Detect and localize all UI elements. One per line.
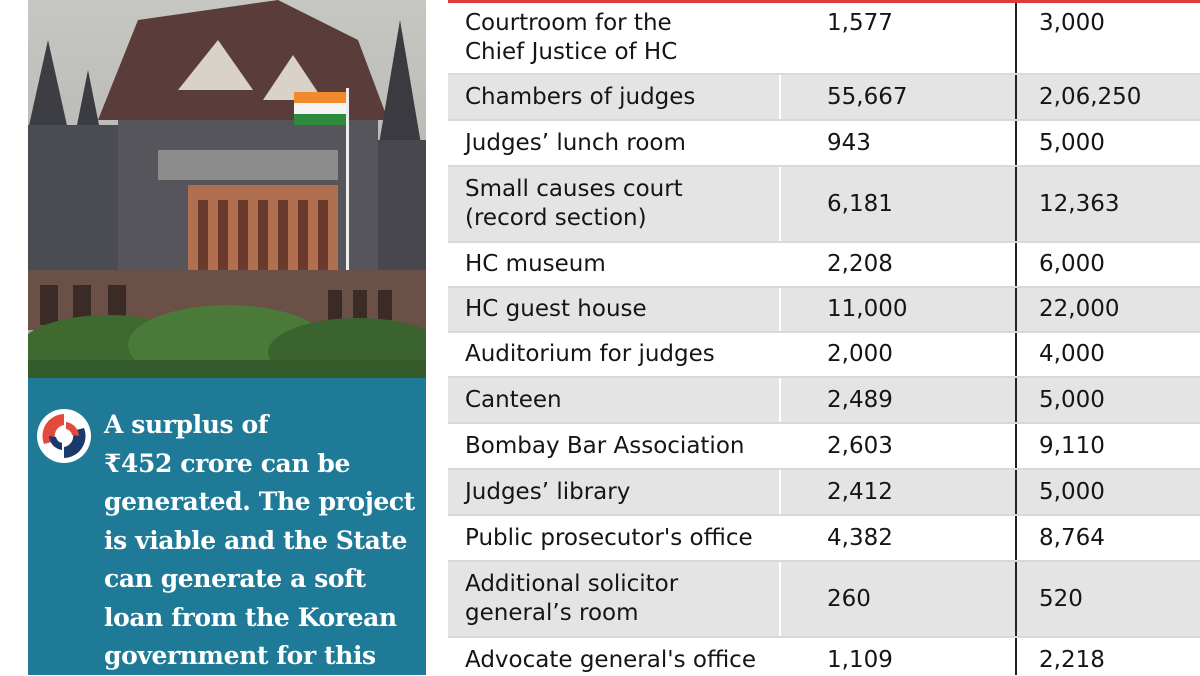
quote-callout: A surplus of ₹452 crore can be generated… bbox=[28, 378, 426, 675]
proposed-area-cell: 2,06,250 bbox=[1015, 74, 1200, 121]
proposed-area-cell: 9,110 bbox=[1015, 423, 1200, 470]
current-area-cell: 1,109 bbox=[779, 637, 1016, 675]
table-row: Bombay Bar Association 2,603 9,110 bbox=[448, 423, 1200, 470]
current-area-cell: 1,577 bbox=[779, 3, 1016, 75]
proposed-area-cell: 8,764 bbox=[1015, 515, 1200, 562]
court-building-photo bbox=[28, 0, 426, 378]
table-row: Judges’ library 2,412 5,000 bbox=[448, 469, 1200, 516]
table-row: Advocate general's office 1,109 2,218 bbox=[448, 637, 1200, 675]
proposed-area-cell: 22,000 bbox=[1015, 287, 1200, 333]
table-row: Courtroom for the Chief Justice of HC 1,5… bbox=[448, 3, 1200, 75]
item-name-cell: Public prosecutor's office bbox=[448, 515, 781, 562]
current-area-cell: 2,489 bbox=[779, 377, 1016, 424]
current-area-cell: 260 bbox=[779, 561, 1016, 638]
current-area-cell: 11,000 bbox=[779, 287, 1016, 333]
table-row: Public prosecutor's office 4,382 8,764 bbox=[448, 515, 1200, 562]
proposed-area-cell: 6,000 bbox=[1015, 242, 1200, 288]
space-allocation-table: Courtroom for the Chief Justice of HC 1,5… bbox=[448, 0, 1200, 675]
current-area-cell: 2,208 bbox=[779, 242, 1016, 288]
current-area-cell: 2,603 bbox=[779, 423, 1016, 470]
table-row: Chambers of judges 55,667 2,06,250 bbox=[448, 74, 1200, 121]
data-table: Courtroom for the Chief Justice of HC 1,5… bbox=[448, 3, 1200, 675]
item-name-cell: Chambers of judges bbox=[448, 74, 781, 121]
item-name-cell: Judges’ lunch room bbox=[448, 120, 781, 167]
proposed-area-cell: 2,218 bbox=[1015, 637, 1200, 675]
proposed-area-cell: 5,000 bbox=[1015, 120, 1200, 167]
item-name-cell: Judges’ library bbox=[448, 469, 781, 516]
table-row: Canteen 2,489 5,000 bbox=[448, 377, 1200, 424]
callout-quote-text: A surplus of ₹452 crore can be generated… bbox=[104, 410, 415, 670]
current-area-cell: 6,181 bbox=[779, 166, 1016, 243]
table-row: Small causes court (record section) 6,181… bbox=[448, 166, 1200, 243]
publication-logo-icon bbox=[37, 409, 91, 463]
table-top-bar bbox=[448, 0, 1200, 3]
table-row: Additional solicitor general’s room 260 52… bbox=[448, 561, 1200, 638]
proposed-area-cell: 5,000 bbox=[1015, 469, 1200, 516]
proposed-area-cell: 5,000 bbox=[1015, 377, 1200, 424]
item-name-cell: Auditorium for judges bbox=[448, 332, 781, 378]
proposed-area-cell: 3,000 bbox=[1015, 3, 1200, 75]
item-name-cell: HC museum bbox=[448, 242, 781, 288]
item-name-cell: Bombay Bar Association bbox=[448, 423, 781, 470]
item-name-cell: Courtroom for the Chief Justice of HC bbox=[448, 3, 781, 75]
proposed-area-cell: 4,000 bbox=[1015, 332, 1200, 378]
bombay-high-court-icon bbox=[28, 0, 426, 378]
proposed-area-cell: 12,363 bbox=[1015, 166, 1200, 243]
table-row: Auditorium for judges 2,000 4,000 bbox=[448, 332, 1200, 378]
table-row: HC guest house 11,000 22,000 bbox=[448, 287, 1200, 333]
table-row: HC museum 2,208 6,000 bbox=[448, 242, 1200, 288]
table-row: Judges’ lunch room 943 5,000 bbox=[448, 120, 1200, 167]
current-area-cell: 2,000 bbox=[779, 332, 1016, 378]
proposed-area-cell: 520 bbox=[1015, 561, 1200, 638]
item-name-cell: HC guest house bbox=[448, 287, 781, 333]
current-area-cell: 4,382 bbox=[779, 515, 1016, 562]
item-name-cell: Additional solicitor general’s room bbox=[448, 561, 781, 638]
item-name-cell: Canteen bbox=[448, 377, 781, 424]
item-name-cell: Small causes court (record section) bbox=[448, 166, 781, 243]
current-area-cell: 2,412 bbox=[779, 469, 1016, 516]
item-name-cell: Advocate general's office bbox=[448, 637, 781, 675]
current-area-cell: 943 bbox=[779, 120, 1016, 167]
current-area-cell: 55,667 bbox=[779, 74, 1016, 121]
